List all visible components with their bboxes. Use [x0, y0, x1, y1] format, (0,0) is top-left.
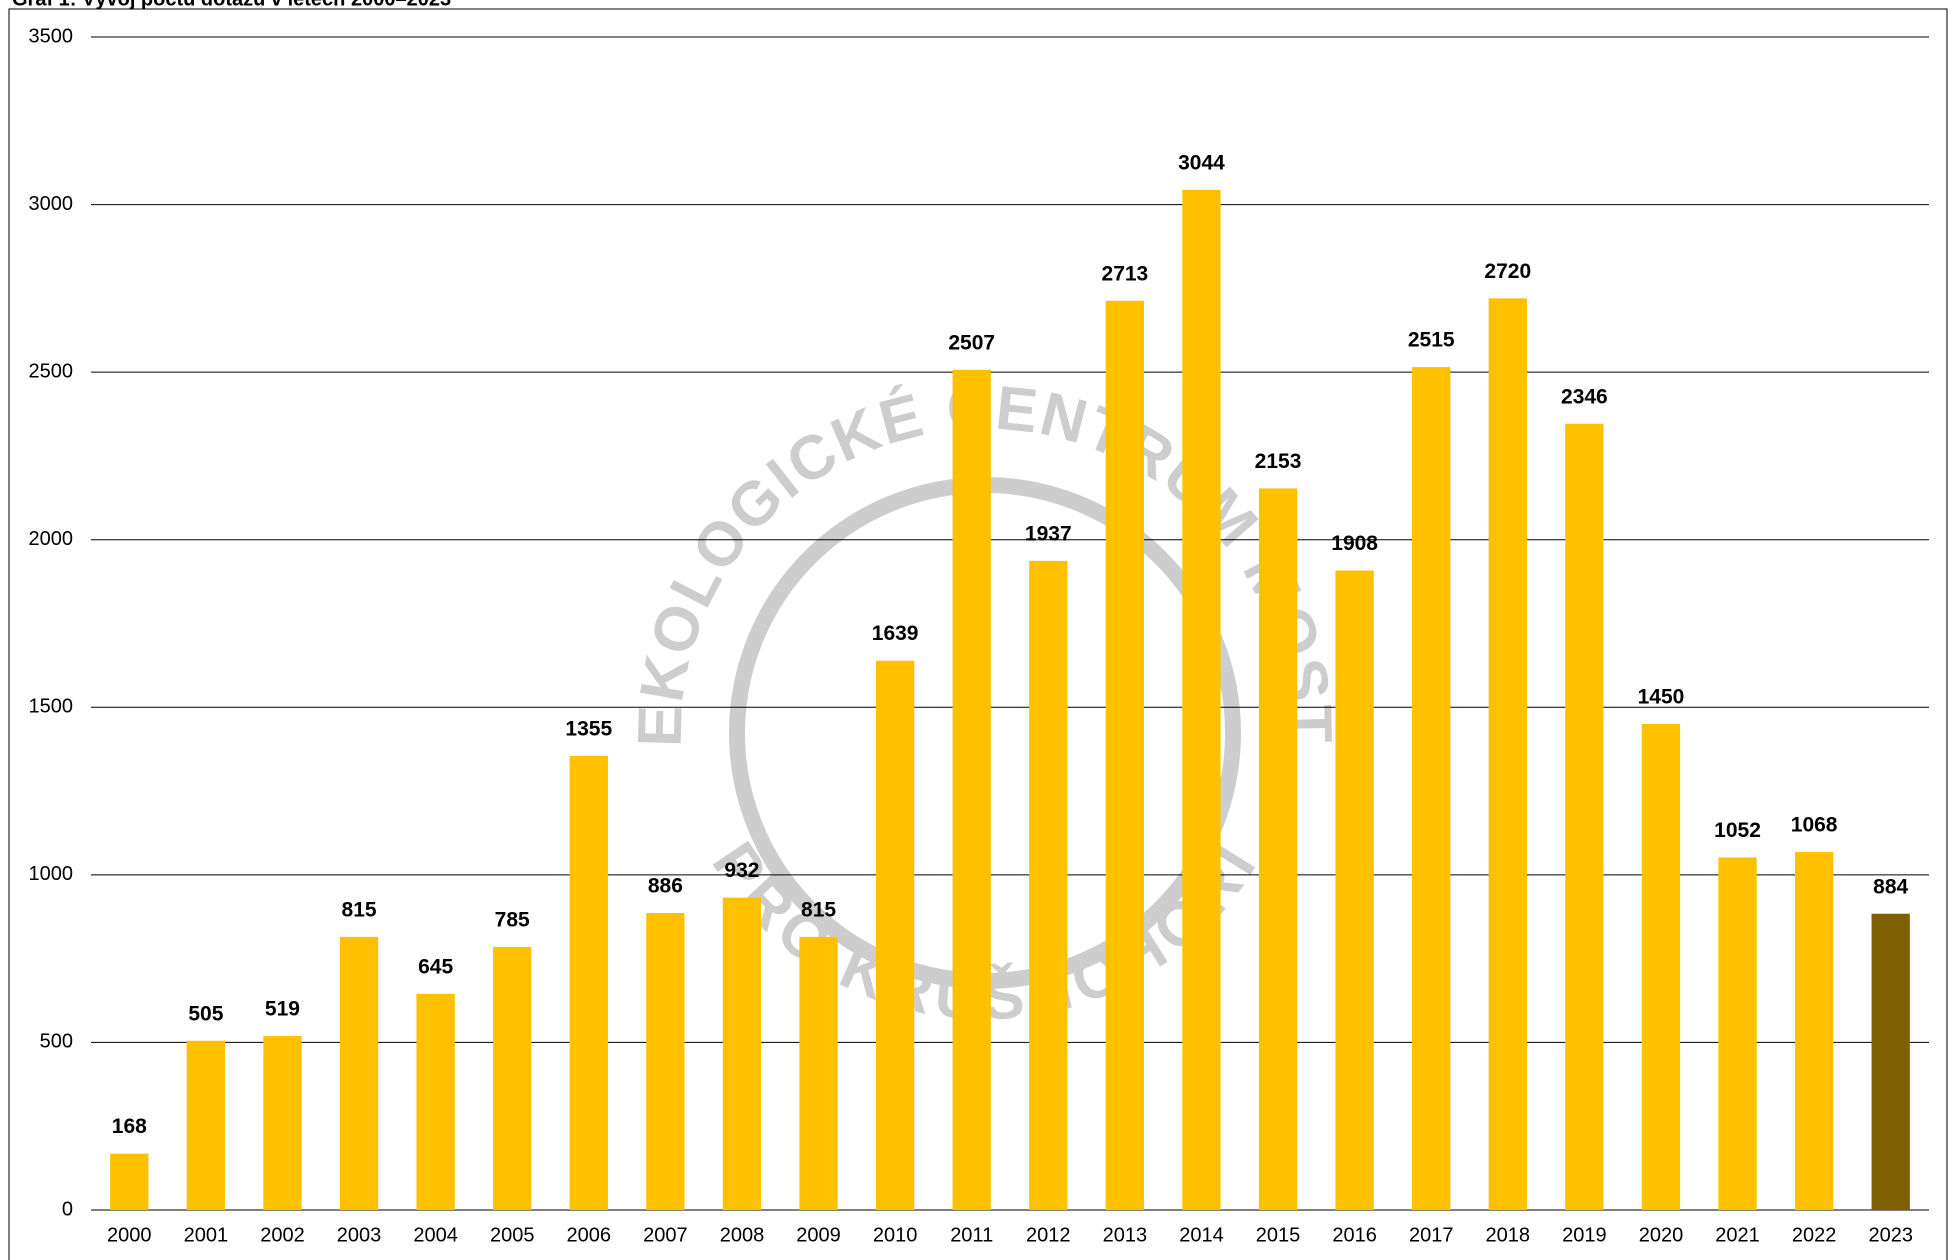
value-label: 2713	[1102, 262, 1149, 285]
y-tick-label: 2500	[29, 360, 74, 382]
x-tick-label: 2007	[643, 1224, 688, 1246]
bar	[646, 913, 684, 1210]
bar	[1182, 190, 1220, 1210]
bar	[110, 1154, 148, 1210]
x-tick-label: 2012	[1026, 1224, 1071, 1246]
value-label: 1908	[1331, 532, 1378, 555]
x-tick-label: 2002	[260, 1224, 305, 1246]
y-tick-label: 2000	[29, 528, 74, 550]
bar	[799, 937, 837, 1210]
bar	[1412, 367, 1450, 1210]
bar	[1335, 571, 1373, 1210]
x-tick-label: 2011	[950, 1224, 993, 1246]
x-tick-label: 2019	[1562, 1224, 1607, 1246]
bar	[1718, 857, 1756, 1210]
x-tick-label: 2009	[796, 1224, 841, 1246]
bar	[570, 756, 608, 1210]
x-tick-label: 2013	[1103, 1224, 1148, 1246]
value-label: 1937	[1025, 522, 1072, 545]
bar	[416, 994, 454, 1210]
bar	[1642, 724, 1680, 1210]
x-tick-label: 2020	[1639, 1224, 1684, 1246]
value-label: 886	[648, 875, 683, 898]
x-tick-label: 2005	[490, 1224, 535, 1246]
value-label: 884	[1873, 875, 1908, 898]
x-tick-label: 2016	[1332, 1224, 1377, 1246]
x-tick-label: 2018	[1486, 1224, 1531, 1246]
bar	[953, 370, 991, 1210]
bar	[263, 1036, 301, 1210]
bar	[493, 947, 531, 1210]
bar	[1565, 424, 1603, 1210]
value-label: 1639	[872, 622, 919, 645]
x-tick-label: 2006	[567, 1224, 612, 1246]
bar	[1489, 298, 1527, 1210]
value-label: 815	[342, 898, 377, 921]
bar	[723, 898, 761, 1210]
x-tick-label: 2014	[1179, 1224, 1224, 1246]
x-tick-label: 2003	[337, 1224, 382, 1246]
value-label: 785	[495, 908, 530, 931]
value-label: 815	[801, 898, 836, 921]
bar	[1795, 852, 1833, 1210]
x-tick-label: 2001	[184, 1224, 229, 1246]
bar	[1106, 301, 1144, 1210]
x-tick-label: 2015	[1256, 1224, 1301, 1246]
value-label: 932	[724, 859, 759, 882]
chart: EKOLOGICKÉ CENTRUM MOST PRO KRUŠNOHOŘÍ G…	[0, 0, 1948, 1260]
x-tick-label: 2017	[1409, 1224, 1454, 1246]
y-tick-label: 3000	[29, 193, 74, 215]
value-label: 2507	[948, 331, 995, 354]
x-tick-label: 2021	[1715, 1224, 1760, 1246]
bar	[1029, 561, 1067, 1210]
value-label: 2346	[1561, 385, 1608, 408]
value-label: 1068	[1791, 814, 1838, 837]
value-label: 3044	[1178, 151, 1225, 174]
value-label: 2515	[1408, 329, 1455, 352]
value-label: 1450	[1638, 686, 1685, 709]
value-label: 1052	[1714, 819, 1761, 842]
y-tick-label: 500	[40, 1031, 73, 1053]
bar	[187, 1041, 225, 1210]
x-tick-label: 2022	[1792, 1224, 1837, 1246]
bar	[1872, 914, 1910, 1210]
value-label: 1355	[565, 717, 612, 740]
chart-title: Graf 1: Vývoj počtu dotazů v letech 2000…	[12, 0, 451, 10]
y-tick-label: 1000	[29, 863, 74, 885]
y-tick-label: 3500	[29, 25, 74, 47]
x-tick-label: 2010	[873, 1224, 918, 1246]
bar	[876, 661, 914, 1210]
value-label: 168	[112, 1115, 147, 1138]
value-label: 2153	[1255, 450, 1302, 473]
value-label: 2720	[1484, 260, 1531, 283]
value-label: 645	[418, 955, 453, 978]
value-label: 505	[188, 1002, 223, 1025]
x-tick-label: 2000	[107, 1224, 152, 1246]
bar	[340, 937, 378, 1210]
x-tick-label: 2008	[720, 1224, 765, 1246]
x-tick-label: 2023	[1868, 1224, 1913, 1246]
y-tick-label: 1500	[29, 696, 74, 718]
x-tick-label: 2004	[413, 1224, 458, 1246]
y-tick-label: 0	[62, 1198, 73, 1220]
bar	[1259, 488, 1297, 1210]
value-label: 519	[265, 998, 300, 1021]
